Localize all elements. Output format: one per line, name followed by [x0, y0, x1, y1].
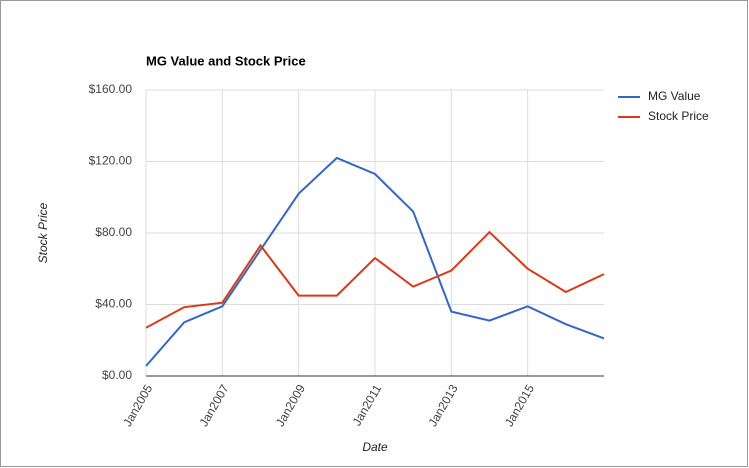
chart-title: MG Value and Stock Price — [146, 53, 306, 68]
y-tick-label: $0.00 — [102, 368, 132, 382]
y-tick-label: $120.00 — [89, 154, 133, 168]
series-line — [145, 156, 605, 367]
y-tick-label: $160.00 — [89, 82, 133, 96]
series-line — [145, 230, 605, 329]
x-axis-title: Date — [362, 440, 388, 454]
legend-label: MG Value — [648, 89, 701, 103]
y-axis-title: Stock Price — [36, 202, 50, 263]
y-tick-label: $40.00 — [95, 297, 132, 311]
y-tick-label: $80.00 — [95, 225, 132, 239]
legend-label: Stock Price — [648, 109, 709, 123]
